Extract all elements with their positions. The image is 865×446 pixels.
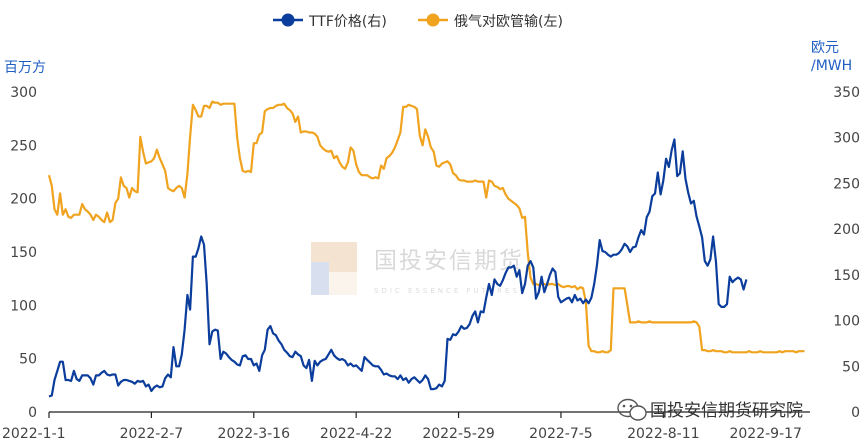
x-tick-label: 2022-3-16 (218, 426, 291, 442)
right-axis-unit-line1: 欧元 (811, 40, 839, 56)
right-tick-label: 150 (833, 268, 860, 284)
series-ttf-line (48, 138, 748, 398)
right-tick-label: 0 (851, 405, 860, 421)
watermark: 国投安信期货 SDIC ESSENCE FUTURES (311, 242, 524, 295)
legend-ttf[interactable]: TTF价格(右) (273, 13, 387, 31)
right-tick-label: 50 (842, 359, 860, 375)
left-tick-label: 150 (10, 245, 37, 261)
right-tick-label: 300 (833, 131, 860, 147)
x-tick-label: 2022-7-5 (529, 426, 593, 442)
x-tick-label: 2022-2-7 (120, 426, 184, 442)
legend-pipeline[interactable]: 俄气对欧管输(左) (418, 13, 563, 31)
left-y-axis-ticks: 0 50 100 150 200 250 300 (10, 85, 37, 421)
right-tick-label: 100 (833, 314, 860, 330)
legend-pipeline-label: 俄气对欧管输(左) (454, 14, 563, 30)
watermark-logo-icon (311, 242, 357, 295)
right-tick-label: 350 (833, 85, 860, 101)
legend: TTF价格(右) 俄气对欧管输(左) (273, 13, 563, 31)
x-tick-label: 2022-1-1 (2, 426, 66, 442)
left-tick-label: 300 (10, 85, 37, 101)
left-tick-label: 50 (19, 352, 37, 368)
right-tick-label: 250 (833, 176, 860, 192)
x-axis-ticks: 2022-1-1 2022-2-7 2022-3-16 2022-4-22 2022-5… (2, 412, 802, 442)
legend-ttf-label: TTF价格(右) (308, 14, 387, 30)
series-pipeline-line (47, 100, 805, 354)
x-tick-label: 2022-9-17 (729, 426, 801, 442)
left-tick-label: 0 (28, 405, 37, 421)
watermark-text: 国投安信期货 (374, 248, 524, 274)
left-axis-unit: 百万方 (4, 60, 46, 76)
x-tick-label: 2022-5-29 (422, 426, 494, 442)
x-tick-label: 2022-8-11 (627, 426, 699, 442)
watermark-subtext: SDIC ESSENCE FUTURES (374, 287, 520, 295)
x-tick-label: 2022-4-22 (320, 426, 392, 442)
wechat-text: 国投安信期货研究院 (650, 401, 803, 421)
left-tick-label: 200 (10, 192, 37, 208)
right-tick-label: 200 (833, 222, 860, 238)
left-tick-label: 100 (10, 298, 37, 314)
right-y-axis-ticks: 0 50 100 150 200 250 300 350 (833, 85, 860, 421)
right-axis-unit-line2: /MWH (811, 58, 852, 74)
wechat-badge: 国投安信期货研究院 (617, 398, 803, 421)
left-tick-label: 250 (10, 138, 37, 154)
wechat-icon (617, 398, 647, 421)
